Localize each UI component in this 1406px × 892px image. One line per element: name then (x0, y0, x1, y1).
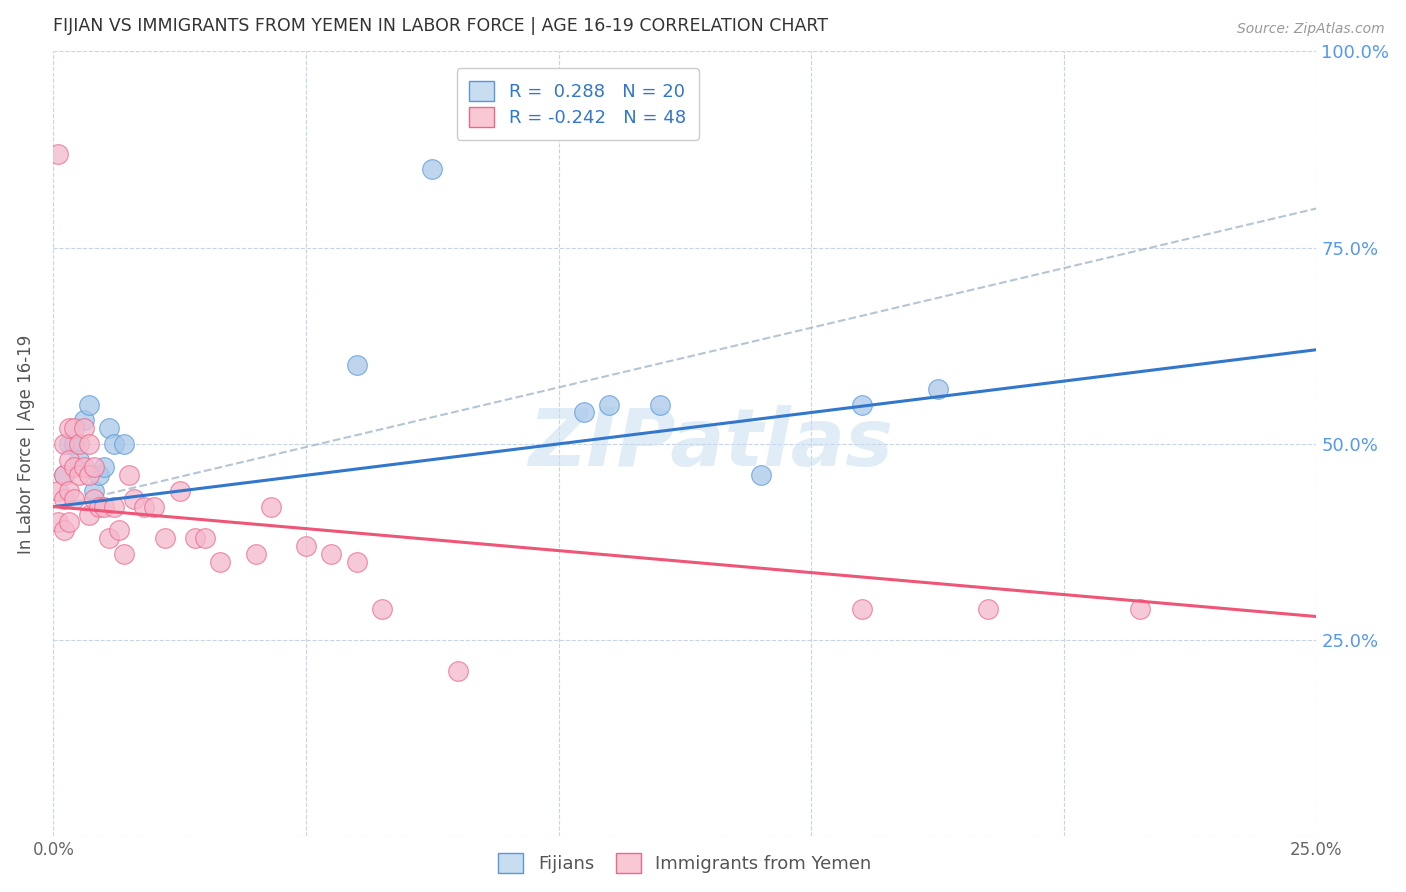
Point (103, 437, 125, 451)
Point (58, 516, 80, 530)
Point (52, 437, 75, 451)
Point (83, 491, 105, 506)
Point (346, 359, 368, 373)
Point (73, 460, 96, 475)
Point (87, 468, 110, 483)
Y-axis label: In Labor Force | Age 16-19: In Labor Force | Age 16-19 (17, 334, 35, 554)
Point (245, 547, 267, 561)
Point (58, 421, 80, 435)
Point (83, 483, 105, 498)
Point (52, 468, 75, 483)
Point (83, 460, 105, 475)
Point (851, 601, 873, 615)
Point (209, 555, 232, 569)
Point (108, 523, 131, 537)
Point (62, 460, 84, 475)
Point (98, 421, 121, 435)
Point (112, 437, 135, 451)
Point (93, 500, 115, 514)
Point (52, 468, 75, 483)
Point (371, 601, 394, 615)
Point (77, 468, 100, 483)
Point (58, 452, 80, 467)
Point (153, 531, 176, 545)
Point (648, 398, 671, 412)
Point (62, 491, 84, 506)
Text: FIJIAN VS IMMIGRANTS FROM YEMEN IN LABOR FORCE | AGE 16-19 CORRELATION CHART: FIJIAN VS IMMIGRANTS FROM YEMEN IN LABOR… (53, 17, 828, 35)
Point (87, 500, 110, 514)
Point (977, 601, 1000, 615)
Point (93, 460, 115, 475)
Point (67, 437, 90, 451)
Point (77, 508, 100, 522)
Point (58, 437, 80, 451)
Point (749, 468, 772, 483)
Text: ZIPatlas: ZIPatlas (527, 405, 893, 483)
Point (62, 421, 84, 435)
Point (194, 531, 217, 545)
Point (572, 405, 595, 419)
Point (52, 523, 75, 537)
Point (52, 491, 75, 506)
Point (67, 468, 90, 483)
Point (77, 398, 100, 412)
Point (48, 516, 70, 530)
Point (184, 531, 207, 545)
Point (446, 665, 468, 679)
Point (103, 500, 125, 514)
Point (98, 531, 121, 545)
Point (73, 413, 96, 427)
Point (122, 491, 145, 506)
Point (295, 539, 318, 553)
Point (169, 483, 191, 498)
Point (48, 146, 70, 161)
Legend: Fijians, Immigrants from Yemen: Fijians, Immigrants from Yemen (489, 844, 880, 882)
Point (58, 483, 80, 498)
Point (260, 500, 283, 514)
Point (927, 382, 949, 396)
Point (1129, 601, 1152, 615)
Point (851, 398, 873, 412)
Point (420, 162, 443, 177)
Point (67, 452, 90, 467)
Point (143, 500, 166, 514)
Point (77, 437, 100, 451)
Point (112, 547, 135, 561)
Point (62, 437, 84, 451)
Point (321, 547, 343, 561)
Point (48, 483, 70, 498)
Point (598, 398, 620, 412)
Point (118, 468, 141, 483)
Point (346, 555, 368, 569)
Point (73, 421, 96, 435)
Text: Source: ZipAtlas.com: Source: ZipAtlas.com (1237, 22, 1385, 37)
Point (134, 500, 156, 514)
